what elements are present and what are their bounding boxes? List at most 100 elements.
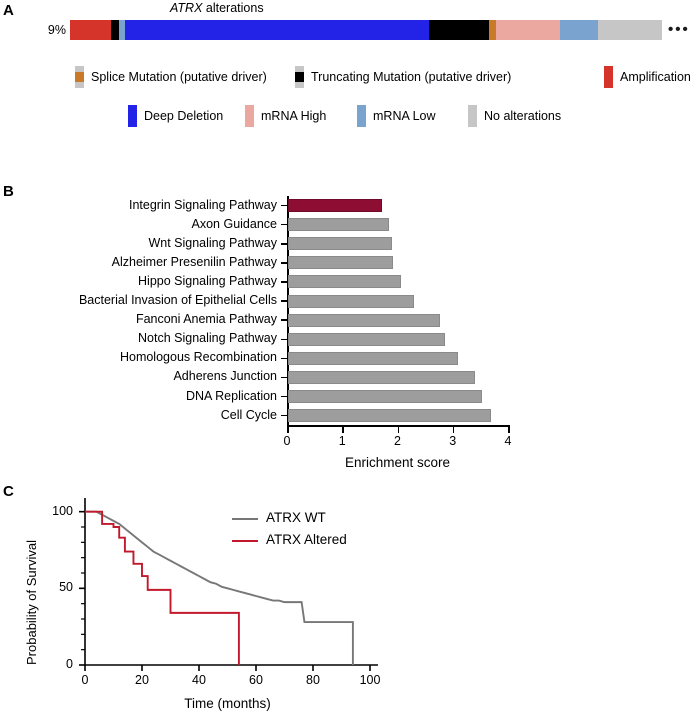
y-tick <box>281 300 287 302</box>
y-tick-label: 100 <box>52 503 73 518</box>
survival-plot-svg <box>79 498 378 671</box>
x-axis-title: Time (months) <box>184 696 271 711</box>
x-tick <box>508 427 510 434</box>
survival-curve-atrx-altered <box>85 510 240 665</box>
legend-line-atrx-altered <box>232 540 258 542</box>
bar-category-label: Adherens Junction <box>173 369 277 384</box>
legend-label: Truncating Mutation (putative driver) <box>311 70 512 84</box>
y-tick <box>281 204 287 207</box>
legend-swatch-icon <box>295 66 304 88</box>
bar-category-label: Integrin Signaling Pathway <box>128 197 277 212</box>
bar-bacterial-invasion-of-epithelial-cells <box>288 294 414 308</box>
oncoprint-segment-mrna-low-marker <box>119 20 126 40</box>
x-tick-label: 40 <box>192 673 206 687</box>
x-axis-line <box>287 425 510 428</box>
legend-swatch-icon <box>357 105 366 127</box>
legend-item-no-alterations: No alterations <box>468 105 561 127</box>
x-tick-label: 2 <box>394 434 401 449</box>
x-tick-label: 1 <box>338 434 346 449</box>
bar-homologous-recombination <box>288 351 459 365</box>
y-tick-label: 0 <box>66 657 73 671</box>
oncoprint-segment-amplification <box>70 20 111 40</box>
bar-dna-replication <box>288 390 483 404</box>
y-tick-label: 50 <box>59 580 73 595</box>
bar-fanconi-anemia-pathway <box>288 313 440 327</box>
alteration-frequency: 9% <box>47 23 66 37</box>
legend-item-splice-mutation-putative-driver: Splice Mutation (putative driver) <box>75 66 267 88</box>
y-tick <box>281 223 287 226</box>
bar-category-label: Fanconi Anemia Pathway <box>135 312 277 327</box>
bar-hippo-signaling-pathway <box>288 275 402 289</box>
bar-category-label: Homologous Recombination <box>119 350 277 365</box>
y-tick <box>281 243 287 245</box>
bar-category-label: Hippo Signaling Pathway <box>138 273 277 288</box>
bar-cell-cycle <box>288 409 492 423</box>
y-axis-line <box>287 196 289 426</box>
oncoprint-segment-deep-deletion <box>125 20 430 40</box>
bar-category-label: Wnt Signaling Pathway <box>148 235 277 250</box>
legend-swatch-icon <box>75 66 84 88</box>
y-tick <box>281 357 287 360</box>
legend-line-atrx-wt <box>232 518 258 520</box>
legend-label: No alterations <box>484 109 562 123</box>
bar-category-label: Cell Cycle <box>220 407 277 422</box>
panel-a-letter: A <box>3 2 14 19</box>
bar-axon-guidance <box>288 218 389 232</box>
oncoprint-track <box>70 20 662 40</box>
oncoprint-segment-truncating <box>110 20 120 40</box>
bar-category-label: Alzheimer Presenilin Pathway <box>111 254 277 269</box>
y-tick <box>281 281 287 283</box>
panel-c-survival-curve: C 0 50 100 0 20 40 60 80 100 Probability of Survi… <box>0 480 700 715</box>
y-tick <box>281 395 287 398</box>
x-tick-label: 0 <box>81 673 89 687</box>
legend-label-atrx-altered: ATRX Altered <box>266 532 347 547</box>
legend-swatch-icon <box>604 66 613 88</box>
panel-b-letter: B <box>3 183 14 200</box>
y-axis-title: Probability of Survival <box>24 540 39 665</box>
x-tick <box>452 427 455 434</box>
bar-category-label: Bacterial Invasion of Epithelial Cells <box>78 293 277 308</box>
survival-curve-atrx-wt <box>85 510 354 665</box>
oncoprint-legend-row-2: Deep Deletion mRNA High mRNA Low No alterat… <box>0 105 700 131</box>
x-tick-label: 0 <box>283 434 291 449</box>
y-tick <box>281 338 287 340</box>
legend-item-amplification: Amplification <box>604 66 691 88</box>
oncoprint-segment-splice <box>489 20 496 40</box>
panel-c-letter: C <box>3 483 14 500</box>
oncoprint-overflow-ellipsis: ••• <box>668 21 690 38</box>
bar-adherens-junction <box>288 370 475 384</box>
bar-integrin-signaling-pathway <box>288 199 382 213</box>
legend-swatch-icon <box>245 105 254 127</box>
bar-wnt-signaling-pathway <box>288 237 392 251</box>
legend-swatch-icon <box>468 105 477 127</box>
legend-label: mRNA Low <box>373 109 436 123</box>
legend-item-deep-deletion: Deep Deletion <box>128 105 223 127</box>
bar-alzheimer-presenilin-pathway <box>288 256 393 270</box>
x-tick <box>342 427 344 434</box>
legend-label: Amplification <box>620 70 691 84</box>
x-tick-label: 4 <box>504 434 512 449</box>
oncoprint-legend-row-1: Splice Mutation (putative driver) Truncat… <box>0 66 700 92</box>
legend-item-truncating-mutation-putative-driver: Truncating Mutation (putative driver) <box>295 66 511 88</box>
x-tick-label: 60 <box>249 673 263 687</box>
legend-label: mRNA High <box>261 109 327 123</box>
bar-notch-signaling-pathway <box>288 332 446 346</box>
oncoprint-segment-no-alterations <box>598 20 662 40</box>
y-tick <box>281 319 287 321</box>
x-tick <box>397 427 399 434</box>
y-tick <box>281 414 287 417</box>
legend-swatch-icon <box>128 105 137 127</box>
bar-category-label: Axon Guidance <box>191 216 277 231</box>
x-tick-label: 20 <box>135 673 149 687</box>
oncoprint-segment-mrna-high <box>495 20 560 40</box>
legend-label-atrx-wt: ATRX WT <box>266 510 326 525</box>
legend-label: Splice Mutation (putative driver) <box>91 70 267 84</box>
panel-a-oncoprint: A ATRX alterations 9% ••• Splice Mutatio… <box>0 0 700 180</box>
x-tick-label: 80 <box>306 673 320 687</box>
y-tick <box>281 262 287 264</box>
bar-category-label: DNA Replication <box>185 388 277 403</box>
legend-label: Deep Deletion <box>144 109 224 123</box>
oncoprint-segment-truncating-2 <box>429 20 490 40</box>
title-suffix: alterations <box>202 1 264 15</box>
x-tick-label: 100 <box>359 673 381 687</box>
